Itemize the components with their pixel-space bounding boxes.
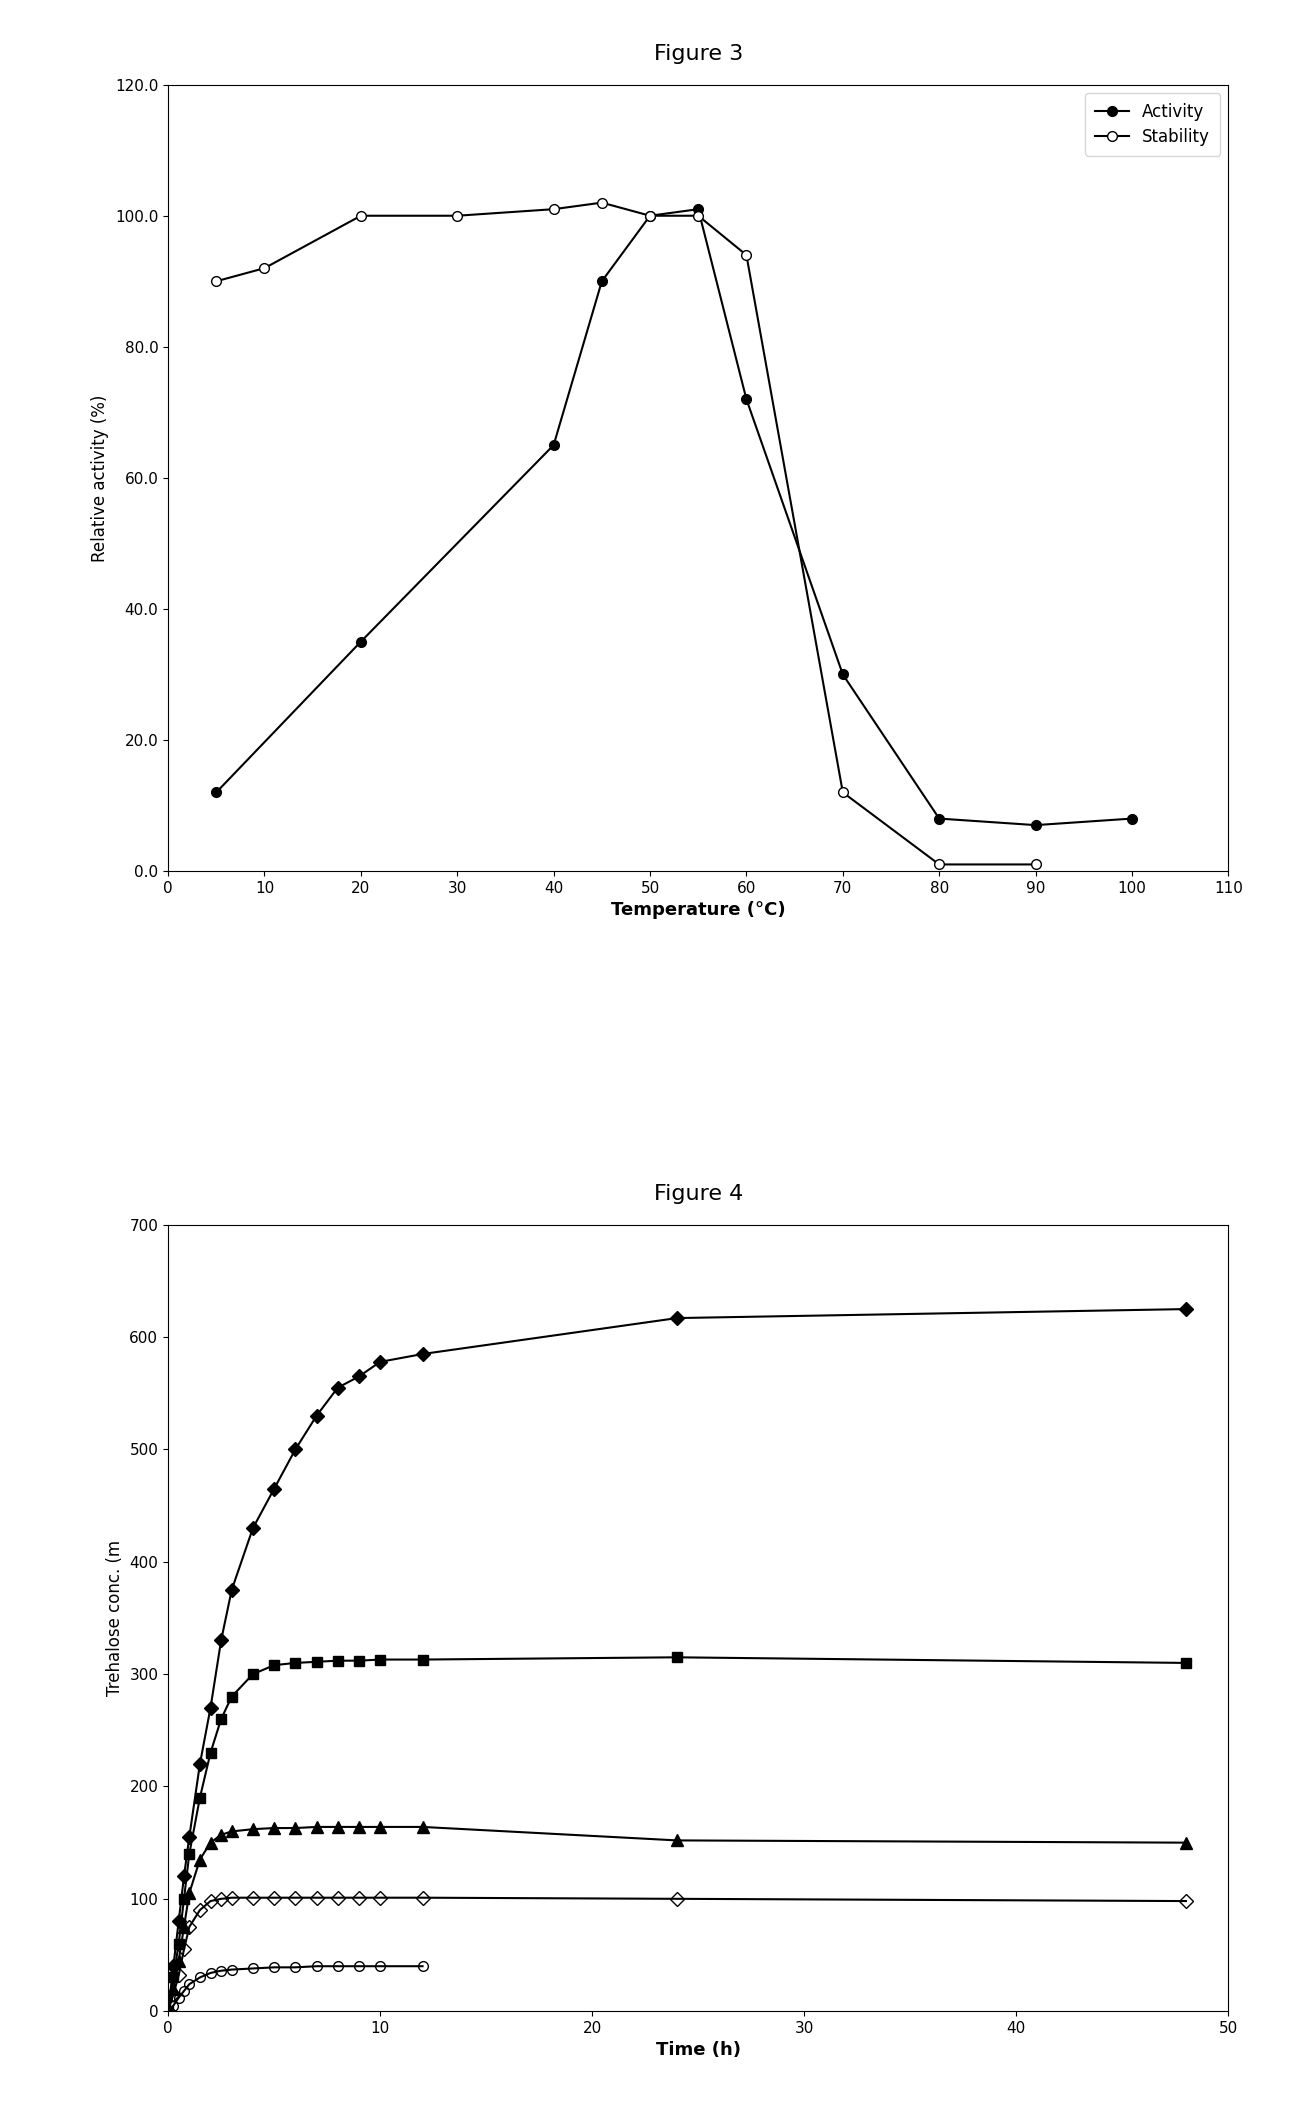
Activity: [208, 779, 224, 804]
Activity: [593, 269, 609, 294]
Stability: [643, 203, 658, 229]
Activity: [931, 807, 946, 832]
Y-axis label: Relative activity (%): Relative activity (%): [92, 394, 110, 561]
Activity: [1124, 807, 1139, 832]
Activity: [1028, 813, 1043, 838]
Stability: [931, 851, 946, 876]
Activity: [546, 432, 561, 457]
Stability: [593, 191, 609, 216]
Title: Figure 4: Figure 4: [653, 1183, 743, 1205]
Line: Stability: Stability: [212, 197, 1041, 870]
Stability: [546, 197, 561, 222]
Stability: [257, 256, 273, 282]
Stability: [1028, 851, 1043, 876]
Activity: [690, 197, 706, 222]
Stability: [835, 779, 851, 804]
Activity: [738, 387, 754, 413]
Y-axis label: Trehalose conc. (m: Trehalose conc. (m: [106, 1539, 124, 1696]
Line: Activity: Activity: [212, 205, 1137, 830]
Legend: Activity, Stability: Activity, Stability: [1086, 93, 1221, 157]
Stability: [208, 269, 224, 294]
Stability: [450, 203, 465, 229]
Stability: [738, 241, 754, 267]
Activity: [835, 663, 851, 688]
X-axis label: Temperature (°C): Temperature (°C): [610, 902, 786, 919]
Activity: [643, 203, 658, 229]
Stability: [690, 203, 706, 229]
Stability: [353, 203, 369, 229]
X-axis label: Time (h): Time (h): [656, 2041, 741, 2060]
Activity: [353, 629, 369, 654]
Title: Figure 3: Figure 3: [653, 44, 743, 64]
